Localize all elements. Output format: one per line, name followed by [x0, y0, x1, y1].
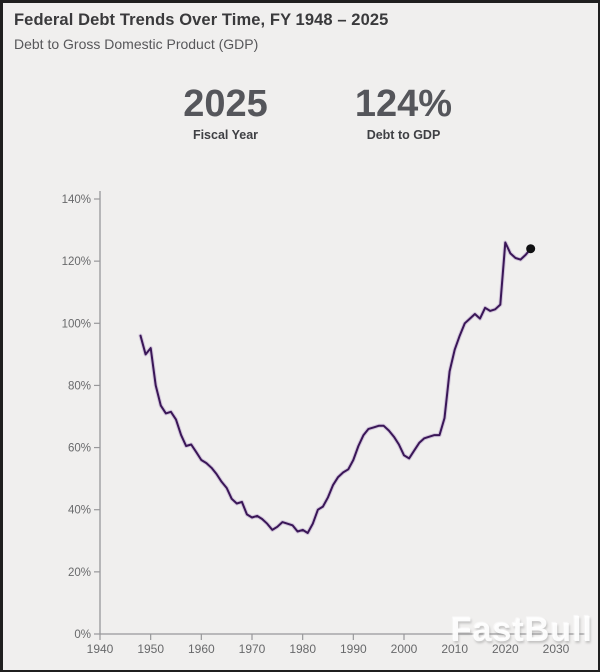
y-tick-label: 20% — [68, 567, 91, 579]
x-tick-label: 1940 — [87, 642, 114, 656]
debt-to-gdp-value: 124% — [354, 83, 453, 125]
x-tick-label: 1960 — [188, 642, 215, 656]
x-tick-label: 2030 — [543, 642, 570, 656]
stat-debt-to-gdp: 124% Debt to GDP — [326, 85, 481, 142]
fiscal-year-value: 2025 — [183, 83, 268, 125]
x-tick-label: 1970 — [239, 642, 266, 656]
debt-line-chart: 0% 20% 40% 60% 80% 100% 120% 140% 1940 1950 1960 19… — [62, 191, 589, 656]
x-tick-label: 1990 — [340, 642, 367, 656]
stat-fiscal-year: 2025 Fiscal Year — [148, 85, 303, 142]
y-tick-label: 40% — [68, 505, 91, 517]
page-title: Federal Debt Trends Over Time, FY 1948 –… — [14, 11, 389, 29]
y-tick-label: 80% — [68, 380, 91, 392]
y-tick-label: 100% — [62, 318, 91, 330]
fiscal-year-label: Fiscal Year — [192, 128, 259, 142]
stat-callouts: 2025 Fiscal Year 124% Debt to GDP — [3, 85, 598, 165]
debt-line-glow — [138, 240, 533, 535]
y-tick-label: 120% — [62, 256, 91, 268]
x-tick-label: 1950 — [137, 642, 164, 656]
x-tick-label: 2020 — [492, 642, 519, 656]
y-tick-label: 0% — [74, 629, 91, 641]
debt-to-gdp-label: Debt to GDP — [366, 128, 441, 142]
x-tick-label: 2000 — [391, 642, 418, 656]
x-tick-label: 1980 — [289, 642, 316, 656]
x-tick-label: 2010 — [441, 642, 468, 656]
page-subtitle: Debt to Gross Domestic Product (GDP) — [14, 36, 259, 52]
y-tick-label: 140% — [62, 194, 91, 206]
debt-line — [139, 241, 532, 534]
y-tick-label: 60% — [68, 443, 91, 455]
endpoint-dot — [526, 244, 536, 254]
